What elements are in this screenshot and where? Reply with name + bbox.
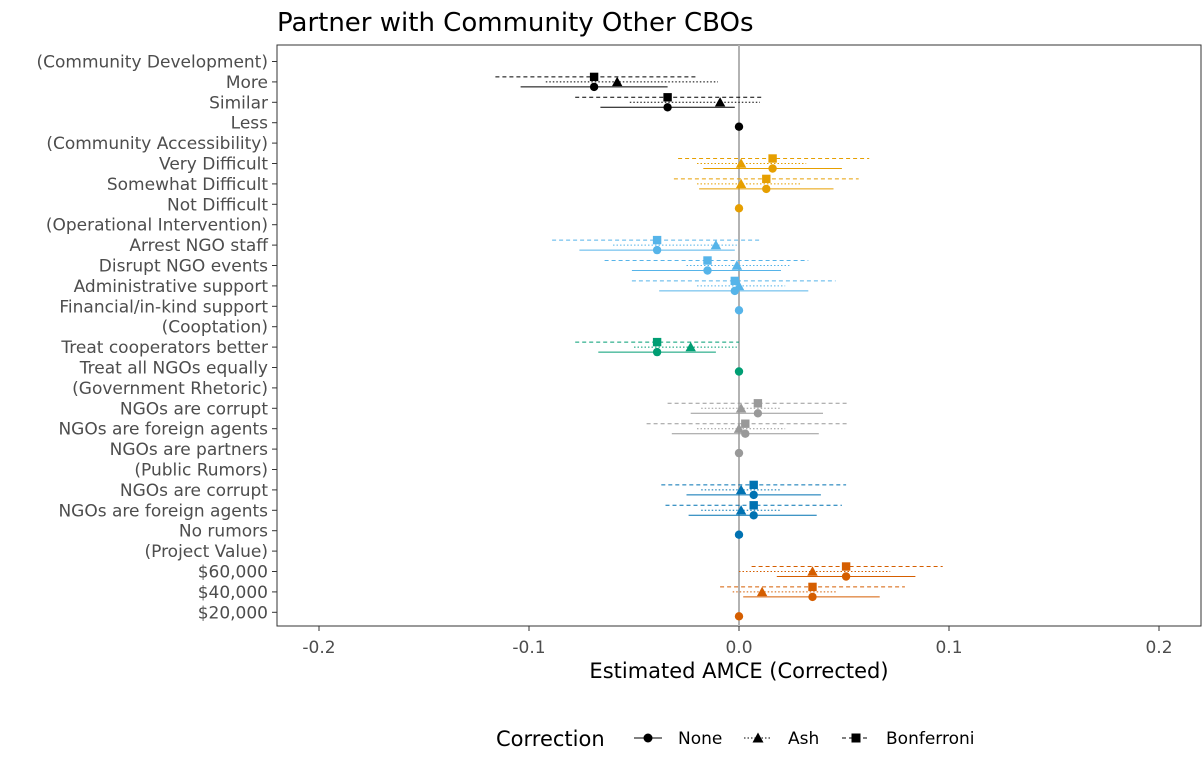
ash-point <box>735 505 747 515</box>
legend-triangle-icon <box>752 732 764 743</box>
baseline-point <box>734 448 744 458</box>
attribute-level-label: $20,000 <box>198 603 268 623</box>
x-tick-label: -0.2 <box>302 638 335 658</box>
ash-point <box>807 566 818 576</box>
group-header-label: (Government Rhetoric) <box>72 379 268 399</box>
group-header-label: (Community Development) <box>36 53 268 73</box>
bonf-point <box>589 72 599 82</box>
none-point <box>703 266 712 275</box>
attribute-level-label: $60,000 <box>198 563 268 583</box>
ash-point <box>735 158 747 168</box>
attribute-level-label: Somewhat Difficult <box>107 175 268 195</box>
attribute-level-label: Arrest NGO staff <box>129 236 269 256</box>
attribute-level-label: Treat all NGOs equally <box>79 359 268 379</box>
none-point <box>749 490 758 500</box>
attribute-level-label: Administrative support <box>74 277 269 297</box>
x-tick-label: 0.2 <box>1145 638 1172 658</box>
attribute-level-label: More <box>226 73 268 93</box>
none-point <box>753 409 763 418</box>
bonf-point <box>703 256 712 265</box>
x-tick-label: 0.1 <box>935 638 962 658</box>
bonf-point <box>730 276 739 286</box>
ash-point <box>731 260 743 270</box>
none-point <box>841 572 851 581</box>
none-point <box>652 245 662 255</box>
attribute-level-label: NGOs are corrupt <box>120 399 268 419</box>
bonf-point <box>808 582 817 592</box>
ash-point <box>756 586 768 597</box>
legend-square-icon <box>851 733 861 743</box>
none-point <box>762 184 771 194</box>
baseline-point <box>734 367 744 376</box>
y-axis-labels: (Community Development)MoreSimilarLess(C… <box>36 53 277 623</box>
ash-point <box>685 341 696 352</box>
none-point <box>652 347 662 357</box>
attribute-level-label: NGOs are corrupt <box>120 481 268 501</box>
bonf-point <box>753 399 763 408</box>
group-header-label: (Operational Intervention) <box>46 216 268 236</box>
none-point <box>749 511 758 520</box>
legend-entry-label: None <box>678 729 722 749</box>
bonf-point <box>652 235 662 245</box>
attribute-level-label: NGOs are foreign agents <box>58 501 268 521</box>
bonf-point <box>768 154 777 163</box>
attribute-level-label: Financial/in-kind support <box>59 297 268 317</box>
chart-title: Partner with Community Other CBOs <box>277 8 754 38</box>
ash-point <box>733 280 745 291</box>
baseline-point <box>734 122 744 131</box>
legend-entry-label: Ash <box>788 729 819 749</box>
attribute-level-label: Less <box>231 114 268 134</box>
bonf-point <box>749 480 758 490</box>
bonf-point <box>762 174 771 184</box>
baseline-point <box>734 306 744 315</box>
attribute-level-label: Treat cooperators better <box>60 338 268 358</box>
x-tick-label: -0.1 <box>512 638 545 658</box>
group-header-label: (Community Accessibility) <box>46 134 268 154</box>
ash-point <box>714 97 726 107</box>
group-header-label: (Public Rumors) <box>134 461 268 481</box>
attribute-level-label: $40,000 <box>198 583 268 603</box>
legend: Correction None Ash Bonferroni <box>496 727 975 751</box>
ash-point <box>735 484 747 495</box>
ash-point <box>612 76 623 87</box>
attribute-level-label: NGOs are foreign agents <box>58 420 268 440</box>
bonf-point <box>841 562 851 571</box>
ash-point <box>735 403 747 413</box>
legend-circle-icon <box>643 733 653 743</box>
baseline-point <box>734 204 744 213</box>
legend-entry-label: Bonferroni <box>886 729 975 749</box>
chart-marks <box>495 72 943 621</box>
none-point <box>663 103 672 112</box>
bonf-point <box>652 337 662 347</box>
baseline-point <box>734 612 744 621</box>
attribute-level-label: No rumors <box>179 522 268 542</box>
attribute-level-label: Disrupt NGO events <box>99 257 268 277</box>
x-tick-label: 0.0 <box>725 638 752 658</box>
group-header-label: (Project Value) <box>144 542 268 562</box>
bonf-point <box>749 501 758 510</box>
x-axis-title: Estimated AMCE (Corrected) <box>589 659 888 683</box>
none-point <box>808 592 817 602</box>
bonf-point <box>741 419 750 428</box>
none-point <box>768 164 777 173</box>
legend-title: Correction <box>496 727 605 751</box>
ash-point <box>735 178 747 189</box>
x-axis: -0.2 -0.1 0.0 0.1 0.2 <box>302 626 1173 658</box>
ash-point <box>733 423 745 433</box>
attribute-level-label: Similar <box>209 93 268 113</box>
none-point <box>589 82 599 92</box>
attribute-level-label: Not Difficult <box>167 195 268 215</box>
baseline-point <box>734 530 744 539</box>
ash-point <box>710 239 722 250</box>
group-header-label: (Cooptation) <box>162 318 268 338</box>
attribute-level-label: NGOs are partners <box>110 440 269 460</box>
attribute-level-label: Very Difficult <box>159 155 268 175</box>
bonf-point <box>663 93 672 102</box>
